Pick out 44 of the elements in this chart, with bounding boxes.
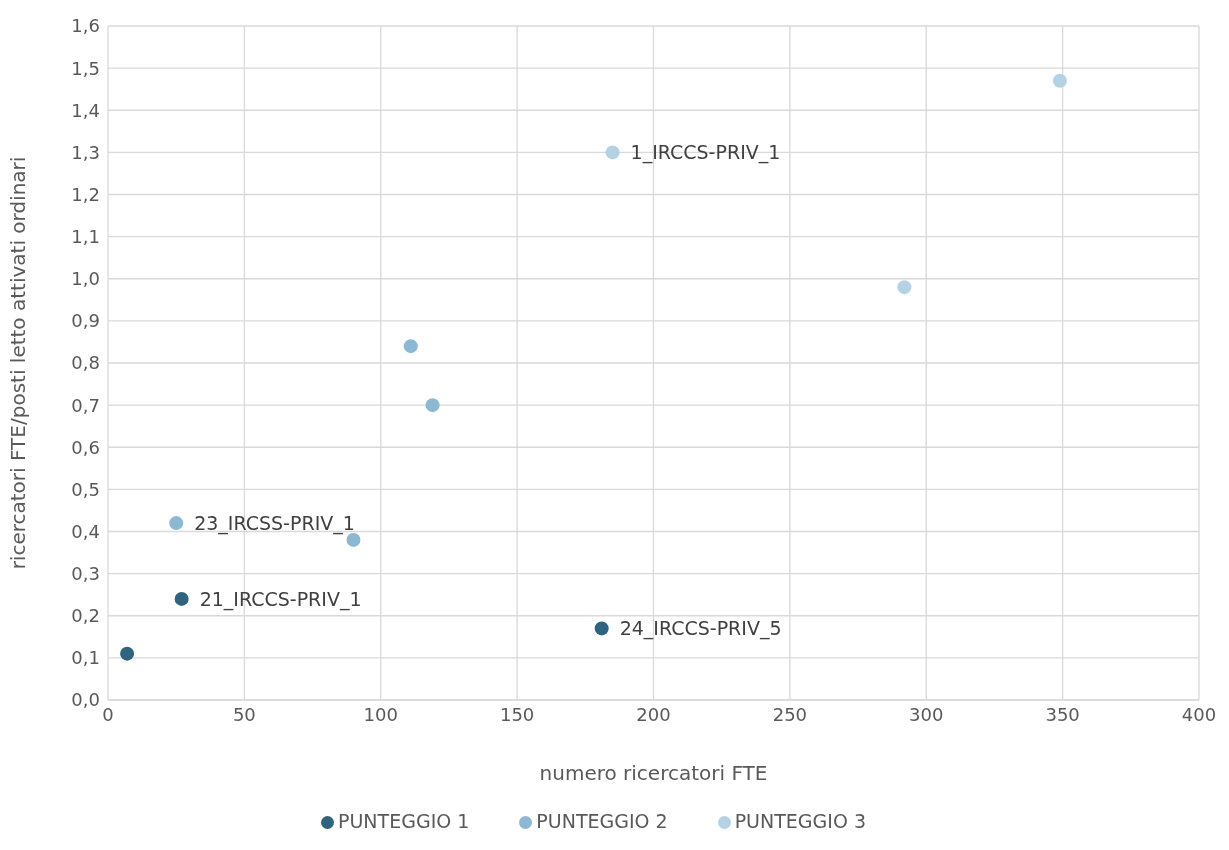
y-tick-label: 0,2 — [71, 605, 100, 627]
y-tick-label: 1,2 — [71, 183, 100, 205]
x-tick-label: 250 — [772, 703, 808, 725]
y-tick-label: 1,3 — [71, 141, 100, 163]
y-tick-label: 1,5 — [71, 57, 100, 79]
x-tick-label: 300 — [909, 703, 944, 725]
y-tick-label: 0,7 — [71, 394, 100, 416]
y-tick-label: 0,9 — [71, 310, 100, 332]
point — [425, 398, 440, 413]
y-tick-label: 1,4 — [71, 99, 100, 121]
point — [605, 145, 620, 160]
x-tick-label: 150 — [499, 703, 535, 725]
y-tick-label: 0,4 — [71, 520, 100, 542]
point — [897, 280, 912, 295]
point — [169, 516, 184, 531]
legend-label: PUNTEGGIO 1 — [338, 810, 470, 832]
y-tick-label: 1,0 — [71, 268, 100, 290]
y-tick-label: 1,1 — [71, 226, 100, 248]
x-tick-label: 350 — [1045, 703, 1080, 725]
x-tick-label: 400 — [1181, 703, 1217, 725]
x-axis-title: numero ricercatori FTE — [539, 761, 768, 785]
point — [403, 339, 418, 354]
annotation: 21_IRCCS-PRIV_1 — [199, 587, 362, 611]
y-tick-label: 0,6 — [71, 436, 100, 458]
y-axis-title: ricercatori FTE/posti letto attivati ordinari — [6, 156, 31, 570]
y-tick-label: 0,3 — [71, 563, 100, 585]
x-tick-label: 100 — [363, 703, 398, 725]
y-tick-label: 1,6 — [71, 15, 100, 37]
annotation: 24_IRCCS-PRIV_5 — [619, 617, 782, 641]
x-tick-label: 0 — [102, 703, 114, 725]
y-tick-label: 0,1 — [71, 647, 100, 669]
y-tick-label: 0,8 — [71, 352, 100, 374]
legend-label: PUNTEGGIO 2 — [536, 810, 668, 832]
y-tick-label: 0,5 — [71, 478, 100, 500]
point — [120, 646, 135, 661]
annotation: 1_IRCCS-PRIV_1 — [630, 141, 781, 165]
annotation: 23_IRCSS-PRIV_1 — [194, 511, 355, 535]
y-tick-label: 0,0 — [71, 689, 100, 711]
point — [174, 591, 189, 606]
point — [594, 621, 609, 636]
x-tick-label: 50 — [232, 703, 256, 725]
x-tick-label: 200 — [636, 703, 671, 725]
point — [1052, 73, 1067, 88]
legend-label: PUNTEGGIO 3 — [734, 810, 866, 832]
